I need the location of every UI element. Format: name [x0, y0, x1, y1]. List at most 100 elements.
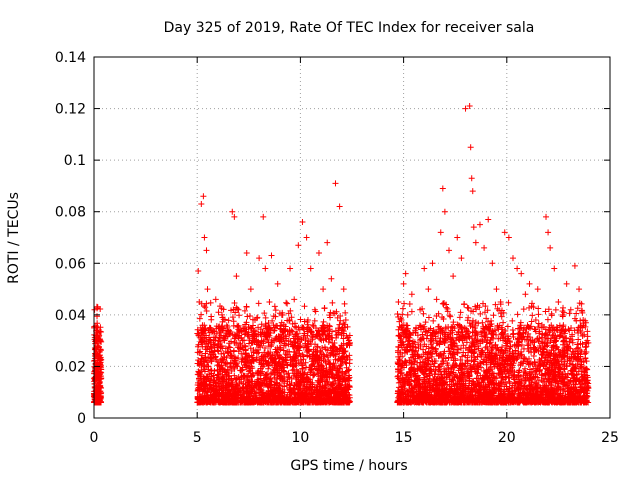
- data-point-dense: [265, 320, 272, 327]
- data-point-dense: [313, 394, 320, 401]
- data-point-dense: [196, 376, 203, 383]
- data-point: [470, 224, 477, 231]
- data-point-dense: [255, 342, 262, 349]
- data-point-dense: [229, 380, 236, 387]
- data-point-dense: [231, 399, 238, 406]
- data-point-dense: [291, 342, 298, 349]
- data-point: [198, 200, 205, 207]
- data-point-dense: [215, 374, 222, 381]
- data-point-dense: [197, 348, 204, 355]
- data-point-dense: [497, 301, 504, 308]
- data-point-dense: [328, 373, 335, 380]
- data-point-dense: [337, 317, 344, 324]
- data-point-dense: [305, 399, 312, 406]
- data-point-dense: [317, 348, 324, 355]
- data-point-dense: [328, 381, 335, 388]
- data-point-dense: [226, 399, 233, 406]
- data-point-dense: [300, 385, 307, 392]
- data-point-dense: [245, 324, 252, 331]
- data-point: [571, 262, 578, 269]
- data-point: [534, 286, 541, 293]
- data-point-dense: [257, 342, 264, 349]
- data-point: [212, 296, 219, 303]
- data-point-dense: [312, 347, 319, 354]
- data-point-dense: [94, 305, 101, 312]
- data-point: [295, 242, 302, 249]
- data-point-dense: [196, 370, 203, 377]
- data-point-dense: [308, 381, 315, 388]
- data-point: [200, 193, 207, 200]
- data-point-dense: [280, 396, 287, 403]
- data-point-dense: [217, 365, 224, 372]
- data-point-dense: [321, 378, 328, 385]
- data-point-dense: [274, 323, 281, 330]
- data-point: [518, 270, 525, 277]
- data-point-dense: [216, 334, 223, 341]
- data-point-dense: [212, 337, 219, 344]
- data-point-dense: [239, 327, 246, 334]
- data-point-dense: [205, 375, 212, 382]
- data-point-dense: [277, 346, 284, 353]
- data-point-dense: [201, 302, 208, 309]
- data-point-dense: [278, 319, 285, 326]
- data-point-dense: [207, 384, 214, 391]
- data-point: [332, 180, 339, 187]
- data-point-dense: [327, 389, 334, 396]
- data-point-dense: [456, 314, 463, 321]
- data-point-dense: [530, 352, 537, 359]
- data-point-dense: [317, 399, 324, 406]
- data-point-dense: [317, 335, 324, 342]
- data-point: [229, 208, 236, 215]
- data-point: [260, 213, 267, 220]
- data-point-dense: [535, 323, 542, 330]
- data-point-dense: [218, 305, 225, 312]
- data-point-dense: [256, 381, 263, 388]
- data-point-dense: [313, 324, 320, 331]
- data-point-dense: [335, 327, 342, 334]
- data-point: [567, 306, 574, 313]
- data-point-dense: [267, 395, 274, 402]
- data-point-dense: [420, 310, 427, 317]
- data-point-dense: [199, 341, 206, 348]
- data-point-dense: [529, 312, 536, 319]
- data-point-dense: [222, 386, 229, 393]
- data-point-dense: [257, 382, 264, 389]
- data-point-dense: [241, 362, 248, 369]
- data-point-dense: [203, 381, 210, 388]
- data-point-dense: [312, 365, 319, 372]
- data-point-dense: [264, 352, 271, 359]
- data-point-dense: [335, 356, 342, 363]
- data-point-dense: [257, 326, 264, 333]
- data-point-dense: [232, 376, 239, 383]
- data-point-dense: [318, 337, 325, 344]
- data-point: [404, 311, 411, 318]
- data-point-dense: [295, 344, 302, 351]
- data-point-dense: [245, 363, 252, 370]
- data-point: [493, 286, 500, 293]
- data-point-dense: [264, 383, 271, 390]
- data-point-dense: [289, 328, 296, 335]
- data-point-dense: [264, 325, 271, 332]
- data-point-dense: [207, 299, 214, 306]
- data-point-dense: [324, 347, 331, 354]
- data-point: [563, 280, 570, 287]
- data-point: [233, 273, 240, 280]
- data-point-dense: [330, 344, 337, 351]
- data-point-dense: [276, 352, 283, 359]
- data-point-dense: [272, 307, 279, 314]
- data-point-dense: [215, 361, 222, 368]
- data-point-dense: [304, 378, 311, 385]
- data-point-dense: [266, 375, 273, 382]
- data-point-dense: [268, 384, 275, 391]
- data-point-dense: [241, 342, 248, 349]
- data-point: [408, 291, 415, 298]
- data-point-dense: [227, 377, 234, 384]
- data-point-dense: [548, 312, 555, 319]
- data-point-dense: [203, 388, 210, 395]
- data-point-dense: [258, 361, 265, 368]
- data-point-dense: [249, 325, 256, 332]
- data-point-dense: [286, 331, 293, 338]
- data-point-dense: [290, 372, 297, 379]
- data-point-dense: [294, 380, 301, 387]
- data-point-dense: [321, 391, 328, 398]
